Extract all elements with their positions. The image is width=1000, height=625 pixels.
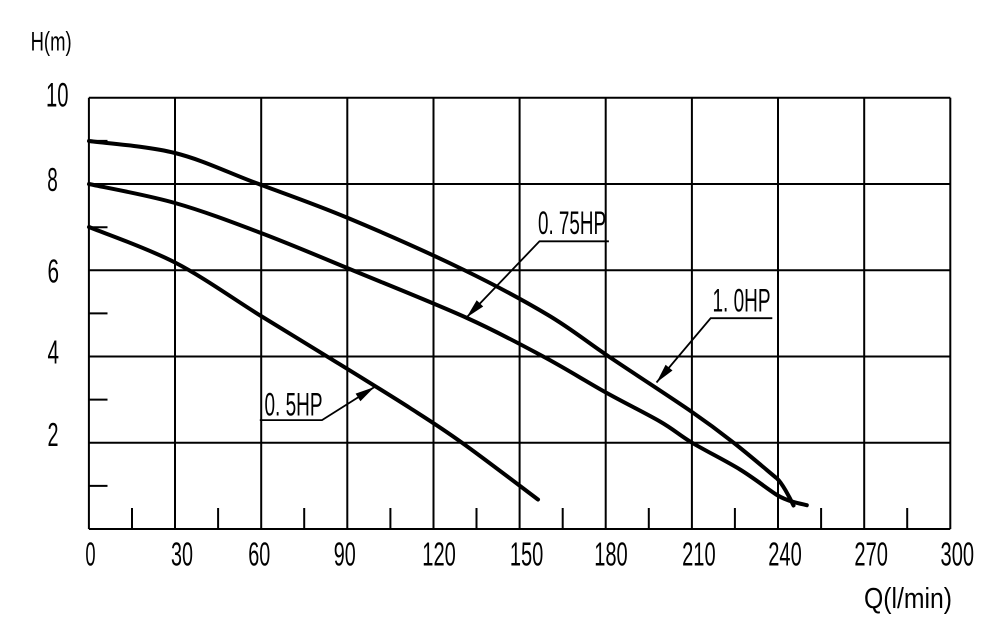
svg-text:120: 120: [422, 536, 456, 573]
svg-text:10: 10: [46, 77, 69, 115]
svg-text:210: 210: [682, 536, 716, 573]
svg-text:0. 5HP: 0. 5HP: [265, 387, 323, 423]
svg-text:300: 300: [941, 536, 975, 573]
svg-text:4: 4: [48, 333, 60, 370]
svg-text:8: 8: [47, 161, 58, 198]
svg-text:0: 0: [85, 536, 95, 573]
svg-text:1. 0HP: 1. 0HP: [713, 283, 771, 319]
svg-text:H(m): H(m): [31, 27, 72, 57]
svg-text:180: 180: [594, 536, 628, 573]
svg-text:6: 6: [48, 252, 60, 289]
svg-text:150: 150: [510, 536, 543, 573]
svg-text:2: 2: [48, 416, 59, 453]
svg-text:Q(l/min): Q(l/min): [864, 583, 952, 615]
svg-text:30: 30: [171, 536, 193, 573]
svg-text:240: 240: [768, 536, 802, 573]
svg-text:0. 75HP: 0. 75HP: [538, 205, 606, 241]
svg-text:90: 90: [334, 536, 356, 573]
svg-text:60: 60: [248, 536, 270, 573]
svg-text:270: 270: [854, 536, 888, 573]
